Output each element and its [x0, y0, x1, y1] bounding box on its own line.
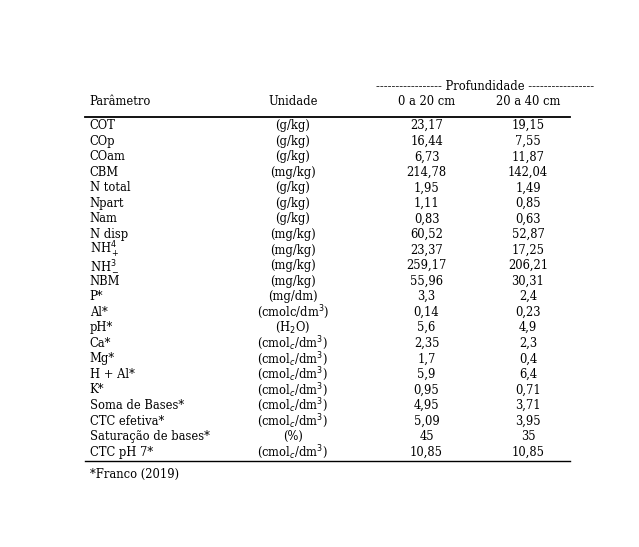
Text: 19,15: 19,15: [511, 119, 544, 132]
Text: (mg/kg): (mg/kg): [270, 243, 316, 257]
Text: *Franco (2019): *Franco (2019): [89, 468, 179, 481]
Text: (mg/dm): (mg/dm): [268, 290, 318, 303]
Text: (mg/kg): (mg/kg): [270, 259, 316, 272]
Text: 5,09: 5,09: [413, 415, 440, 428]
Text: Npart: Npart: [89, 197, 124, 210]
Text: 259,17: 259,17: [406, 259, 447, 272]
Text: (mg/kg): (mg/kg): [270, 166, 316, 179]
Text: 5,6: 5,6: [417, 321, 436, 334]
Text: 10,85: 10,85: [410, 446, 443, 458]
Text: 0,83: 0,83: [414, 212, 439, 225]
Text: NH$^3_-$: NH$^3_-$: [89, 258, 119, 274]
Text: 10,85: 10,85: [512, 446, 544, 458]
Text: 0,71: 0,71: [515, 383, 541, 397]
Text: (g/kg): (g/kg): [275, 212, 311, 225]
Text: Parâmetro: Parâmetro: [89, 95, 151, 108]
Text: Unidade: Unidade: [268, 95, 318, 108]
Text: (H$_2$O): (H$_2$O): [275, 320, 311, 335]
Text: COT: COT: [89, 119, 116, 132]
Text: 4,95: 4,95: [413, 399, 440, 412]
Text: 206,21: 206,21: [508, 259, 548, 272]
Text: (%): (%): [283, 430, 303, 443]
Text: (mg/kg): (mg/kg): [270, 228, 316, 241]
Text: 7,55: 7,55: [515, 135, 541, 148]
Text: NBM: NBM: [89, 275, 120, 288]
Text: (mg/kg): (mg/kg): [270, 275, 316, 288]
Text: 1,7: 1,7: [417, 352, 436, 365]
Text: 45: 45: [419, 430, 434, 443]
Text: 30,31: 30,31: [512, 275, 544, 288]
Text: (cmol$_c$/dm$^3$): (cmol$_c$/dm$^3$): [258, 365, 328, 383]
Text: 60,52: 60,52: [410, 228, 443, 241]
Text: 23,17: 23,17: [410, 119, 443, 132]
Text: (g/kg): (g/kg): [275, 135, 311, 148]
Text: 55,96: 55,96: [410, 275, 443, 288]
Text: 142,04: 142,04: [508, 166, 548, 179]
Text: 1,95: 1,95: [413, 182, 440, 194]
Text: COp: COp: [89, 135, 115, 148]
Text: 2,3: 2,3: [519, 337, 537, 350]
Text: (g/kg): (g/kg): [275, 197, 311, 210]
Text: (cmolc/dm$^3$): (cmolc/dm$^3$): [257, 304, 329, 321]
Text: 2,4: 2,4: [519, 290, 537, 303]
Text: 16,44: 16,44: [410, 135, 443, 148]
Text: Nam: Nam: [89, 212, 118, 225]
Text: (g/kg): (g/kg): [275, 182, 311, 194]
Text: 6,4: 6,4: [519, 368, 537, 381]
Text: ----------------- Profundidade -----------------: ----------------- Profundidade ---------…: [376, 79, 594, 92]
Text: (g/kg): (g/kg): [275, 150, 311, 163]
Text: 23,37: 23,37: [410, 243, 443, 257]
Text: Mg*: Mg*: [89, 352, 115, 365]
Text: Saturação de bases*: Saturação de bases*: [89, 430, 210, 443]
Text: N total: N total: [89, 182, 130, 194]
Text: 0,4: 0,4: [519, 352, 537, 365]
Text: NH$^4_+$: NH$^4_+$: [89, 240, 119, 260]
Text: 0,63: 0,63: [515, 212, 541, 225]
Text: 6,73: 6,73: [414, 150, 439, 163]
Text: 20 a 40 cm: 20 a 40 cm: [496, 95, 560, 108]
Text: COam: COam: [89, 150, 126, 163]
Text: 3,3: 3,3: [417, 290, 436, 303]
Text: pH*: pH*: [89, 321, 113, 334]
Text: Soma de Bases*: Soma de Bases*: [89, 399, 184, 412]
Text: 4,9: 4,9: [519, 321, 537, 334]
Text: (cmol$_c$/dm$^3$): (cmol$_c$/dm$^3$): [258, 397, 328, 415]
Text: (g/kg): (g/kg): [275, 119, 311, 132]
Text: (cmol$_c$/dm$^3$): (cmol$_c$/dm$^3$): [258, 381, 328, 399]
Text: CTC pH 7*: CTC pH 7*: [89, 446, 153, 458]
Text: 5,9: 5,9: [417, 368, 436, 381]
Text: (cmol$_c$/dm$^3$): (cmol$_c$/dm$^3$): [258, 412, 328, 430]
Text: (cmol$_c$/dm$^3$): (cmol$_c$/dm$^3$): [258, 334, 328, 352]
Text: 0,14: 0,14: [413, 306, 440, 319]
Text: 3,95: 3,95: [515, 415, 541, 428]
Text: Ca*: Ca*: [89, 337, 111, 350]
Text: 0 a 20 cm: 0 a 20 cm: [398, 95, 455, 108]
Text: 11,87: 11,87: [512, 150, 544, 163]
Text: 214,78: 214,78: [406, 166, 447, 179]
Text: N disp: N disp: [89, 228, 128, 241]
Text: CTC efetiva*: CTC efetiva*: [89, 415, 164, 428]
Text: Al*: Al*: [89, 306, 107, 319]
Text: 2,35: 2,35: [414, 337, 439, 350]
Text: H + Al*: H + Al*: [89, 368, 135, 381]
Text: 0,85: 0,85: [515, 197, 541, 210]
Text: 3,71: 3,71: [515, 399, 541, 412]
Text: (cmol$_c$/dm$^3$): (cmol$_c$/dm$^3$): [258, 443, 328, 461]
Text: K*: K*: [89, 383, 104, 397]
Text: 52,87: 52,87: [512, 228, 544, 241]
Text: 35: 35: [521, 430, 535, 443]
Text: 1,11: 1,11: [413, 197, 440, 210]
Text: 0,23: 0,23: [515, 306, 541, 319]
Text: 1,49: 1,49: [515, 182, 541, 194]
Text: P*: P*: [89, 290, 104, 303]
Text: (cmol$_c$/dm$^3$): (cmol$_c$/dm$^3$): [258, 350, 328, 368]
Text: 17,25: 17,25: [512, 243, 544, 257]
Text: 0,95: 0,95: [413, 383, 440, 397]
Text: CBM: CBM: [89, 166, 119, 179]
